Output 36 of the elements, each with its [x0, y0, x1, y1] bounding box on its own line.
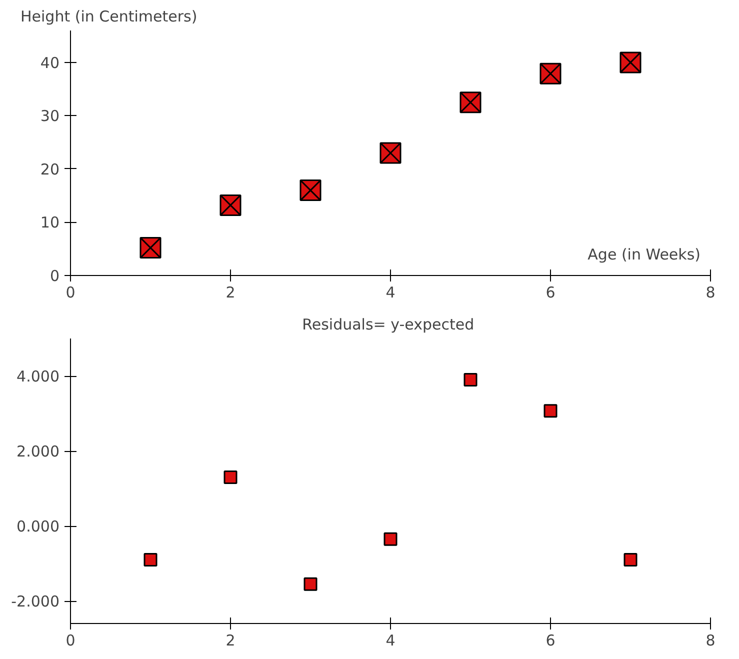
point	[380, 142, 402, 164]
point	[624, 553, 638, 566]
y-tick-label: 2.000	[16, 442, 60, 460]
x-tick-label: 6	[546, 632, 556, 650]
point	[460, 92, 482, 114]
point	[140, 237, 162, 259]
point	[544, 404, 558, 418]
x-tick-label: 2	[226, 284, 236, 302]
x-tick-label: 8	[706, 632, 716, 650]
y-tick-label: 4.000	[16, 368, 60, 386]
point	[220, 194, 242, 216]
y-tick-label: 0.000	[16, 518, 60, 536]
x-tick-label: 0	[66, 284, 76, 302]
y-tick-label: 40	[40, 54, 60, 72]
point	[620, 52, 642, 74]
x-tick-label: 0	[66, 632, 76, 650]
x-tick-label: 2	[226, 632, 236, 650]
point	[464, 373, 478, 386]
x-axis-title: Age (in Weeks)	[588, 246, 701, 264]
x-tick-label: 8	[706, 284, 716, 302]
y-tick-label: 10	[40, 214, 60, 232]
point	[540, 62, 562, 84]
point	[224, 470, 238, 484]
point	[300, 180, 322, 202]
x-tick-label: 4	[386, 284, 396, 302]
y-axis-title: Height (in Centimeters)	[20, 8, 198, 26]
point	[304, 577, 318, 591]
x-tick-label: 4	[386, 632, 396, 650]
point	[144, 553, 158, 566]
point	[384, 532, 398, 546]
y-tick-label: 20	[40, 160, 60, 178]
y-tick-label: 0	[50, 267, 60, 285]
y-tick-label: 30	[40, 107, 60, 126]
x-tick-label: 6	[546, 284, 556, 302]
y-tick-label: -2.000	[11, 592, 60, 610]
chart-title: Residuals= y-expected	[302, 316, 474, 334]
